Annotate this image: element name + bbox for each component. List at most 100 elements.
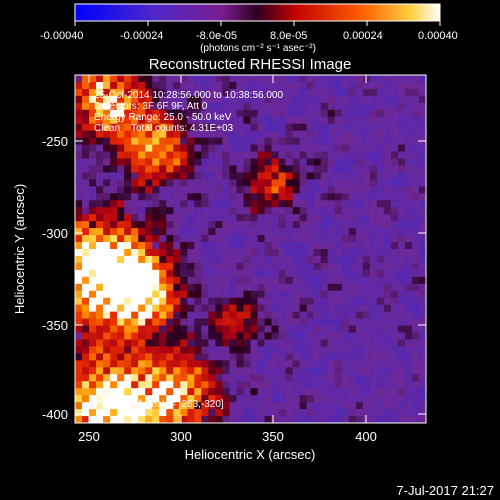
image-pixel xyxy=(355,381,364,389)
image-pixel xyxy=(257,381,266,389)
image-pixel xyxy=(299,353,308,361)
image-pixel xyxy=(334,325,343,334)
image-pixel xyxy=(215,95,224,104)
image-pixel xyxy=(215,318,224,327)
image-pixel xyxy=(187,353,195,361)
image-pixel xyxy=(124,269,132,278)
image-pixel xyxy=(390,179,399,187)
image-pixel xyxy=(201,214,209,222)
image-pixel xyxy=(313,130,322,139)
image-pixel xyxy=(341,137,350,146)
image-pixel xyxy=(159,172,167,180)
image-pixel xyxy=(334,283,343,292)
image-pixel xyxy=(124,325,132,334)
image-pixel xyxy=(236,123,245,132)
image-pixel xyxy=(229,200,238,208)
image-pixel xyxy=(236,172,245,180)
image-pixel xyxy=(257,395,266,403)
image-pixel xyxy=(159,137,167,146)
image-pixel xyxy=(271,200,280,208)
image-pixel xyxy=(369,332,378,341)
image-pixel xyxy=(334,353,343,361)
image-pixel xyxy=(222,339,231,348)
image-pixel xyxy=(194,318,202,327)
image-pixel xyxy=(194,214,202,222)
image-pixel xyxy=(124,109,132,118)
image-pixel xyxy=(369,311,378,320)
image-pixel xyxy=(313,269,322,278)
image-pixel xyxy=(327,297,336,306)
image-pixel xyxy=(243,116,252,125)
image-pixel xyxy=(355,297,364,306)
image-pixel xyxy=(145,276,153,285)
image-pixel xyxy=(271,276,280,285)
image-pixel xyxy=(208,144,216,153)
image-pixel xyxy=(299,402,308,410)
image-pixel xyxy=(138,207,146,215)
image-pixel xyxy=(348,130,357,139)
image-pixel xyxy=(418,416,426,423)
image-pixel xyxy=(278,235,287,243)
image-pixel xyxy=(117,409,125,417)
image-pixel xyxy=(124,172,132,180)
image-pixel xyxy=(418,360,426,368)
image-pixel xyxy=(117,102,125,111)
image-pixel xyxy=(306,88,315,97)
image-pixel xyxy=(145,304,153,313)
image-pixel xyxy=(334,374,343,382)
image-pixel xyxy=(222,325,231,334)
image-pixel xyxy=(383,235,392,243)
image-pixel xyxy=(348,276,357,285)
image-pixel xyxy=(75,186,83,194)
image-pixel xyxy=(362,249,371,257)
image-pixel xyxy=(383,409,392,417)
image-pixel xyxy=(299,409,308,417)
image-pixel xyxy=(271,228,280,236)
image-pixel xyxy=(355,116,364,125)
image-pixel xyxy=(131,123,139,132)
image-pixel xyxy=(299,186,308,194)
image-pixel xyxy=(222,75,231,83)
image-pixel xyxy=(278,249,287,257)
image-pixel xyxy=(222,290,231,299)
image-pixel xyxy=(362,95,371,104)
image-pixel xyxy=(334,332,343,341)
colorbar-tick-label: 8.0e-05 xyxy=(270,30,307,42)
image-pixel xyxy=(194,360,202,368)
image-pixel xyxy=(271,193,280,201)
image-pixel xyxy=(264,88,273,97)
image-pixel xyxy=(243,137,252,146)
image-pixel xyxy=(264,165,273,174)
image-pixel xyxy=(173,151,181,160)
image-pixel xyxy=(404,221,413,229)
image-pixel xyxy=(117,367,125,375)
image-pixel xyxy=(173,221,181,229)
image-pixel xyxy=(229,221,238,229)
image-pixel xyxy=(383,144,392,153)
image-pixel xyxy=(243,235,252,243)
image-pixel xyxy=(82,207,90,215)
image-pixel xyxy=(194,130,202,139)
image-pixel xyxy=(145,158,153,167)
image-pixel xyxy=(180,95,188,104)
image-pixel xyxy=(278,102,287,111)
image-pixel xyxy=(110,416,118,423)
image-pixel xyxy=(313,75,322,83)
image-pixel xyxy=(362,123,371,132)
image-pixel xyxy=(257,388,266,396)
image-pixel xyxy=(222,255,231,264)
image-pixel xyxy=(327,367,336,375)
image-pixel xyxy=(152,381,160,389)
image-pixel xyxy=(369,151,378,160)
image-pixel xyxy=(376,95,385,104)
image-pixel xyxy=(138,325,146,334)
image-pixel xyxy=(75,269,83,278)
image-pixel xyxy=(327,123,336,132)
image-pixel xyxy=(327,137,336,146)
image-pixel xyxy=(362,165,371,174)
image-pixel xyxy=(411,130,420,139)
image-pixel xyxy=(397,95,406,104)
image-pixel xyxy=(292,200,301,208)
image-pixel xyxy=(75,172,83,180)
image-pixel xyxy=(320,388,329,396)
